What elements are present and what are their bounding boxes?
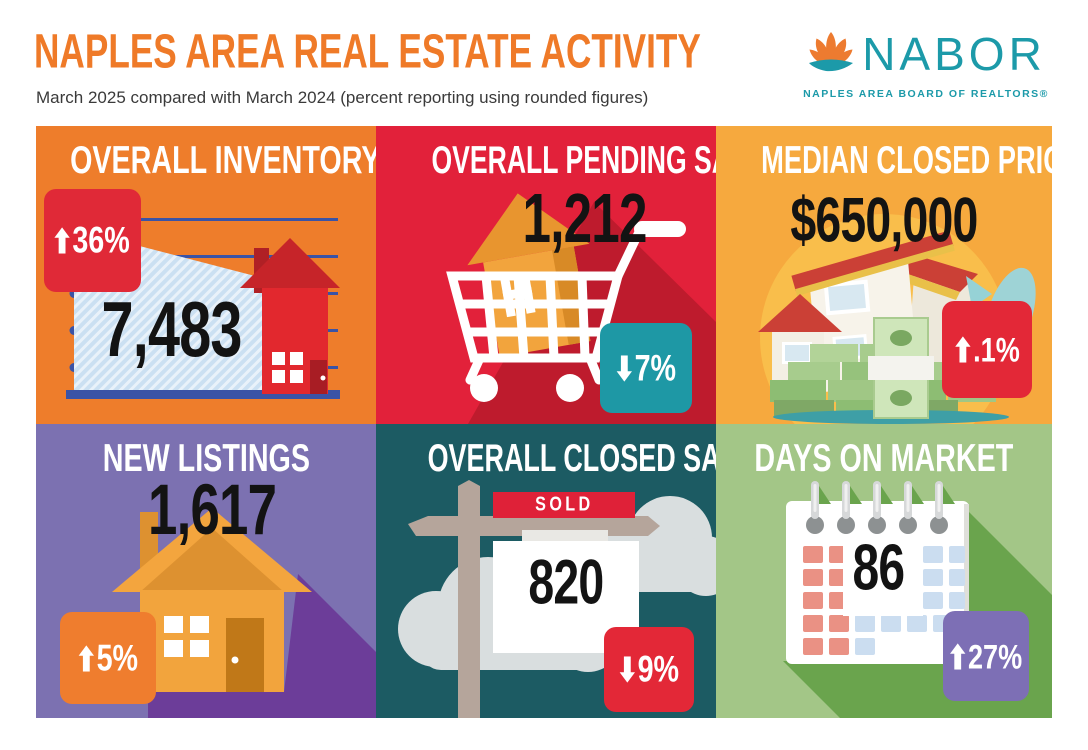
tile-value: 1,617 xyxy=(147,469,277,549)
change-badge: 36% xyxy=(44,189,141,292)
tile-value: 7,483 xyxy=(101,286,243,374)
change-arrow-icon xyxy=(616,354,632,382)
tile-title: OVERALL PENDING SALES xyxy=(431,138,716,182)
tile-overall-inventory: OVERALL INVENTORY 7,483 36% xyxy=(36,126,376,424)
change-arrow-icon xyxy=(954,336,971,363)
change-badge: 27% xyxy=(943,611,1029,701)
tile-title: NEW LISTINGS xyxy=(102,436,310,480)
tile-new-listings: NEW LISTINGS 1,617 5% xyxy=(36,424,376,718)
logo-tagline: NAPLES AREA BOARD OF REALTORS® xyxy=(803,88,1049,100)
orange-house-icon xyxy=(112,508,312,692)
change-arrow-icon xyxy=(78,644,94,672)
change-badge: .1% xyxy=(942,301,1032,398)
tile-value: 820 xyxy=(528,547,604,618)
sold-sign-icon xyxy=(408,480,660,718)
shopping-cart-icon xyxy=(446,225,681,385)
tile-title: DAYS ON MARKET xyxy=(754,436,1014,480)
tile-overall-pending-sales: OVERALL PENDING SALES 1,212 7% xyxy=(376,126,716,424)
change-badge: 7% xyxy=(600,323,692,413)
sold-sign-illustration xyxy=(398,480,716,718)
tile-median-closed-price: MEDIAN CLOSED PRICE $650,000 .1% xyxy=(716,126,1052,424)
tile-value: $650,000 xyxy=(790,185,978,256)
logo-wordmark: NABOR xyxy=(862,27,1046,80)
change-arrow-icon xyxy=(619,656,635,683)
tile-days-on-market: DAYS ON MARKET 86 27% xyxy=(716,424,1052,718)
change-badge: 5% xyxy=(60,612,156,704)
page-subtitle: March 2025 compared with March 2024 (per… xyxy=(36,88,649,107)
calendar-icon xyxy=(786,481,969,664)
sold-label: SOLD xyxy=(534,493,594,516)
tile-value: 86 xyxy=(852,531,905,604)
spiral-rings-icon xyxy=(806,481,955,534)
money-stacks-icon xyxy=(770,317,1009,424)
metric-grid: OVERALL INVENTORY 7,483 36% xyxy=(36,126,1052,718)
page-title: NAPLES AREA REAL ESTATE ACTIVITY xyxy=(34,24,701,79)
change-arrow-icon xyxy=(949,642,966,670)
tile-title: OVERALL CLOSED SALES xyxy=(427,436,716,480)
tile-value: 1,212 xyxy=(522,179,648,257)
tile-title: MEDIAN CLOSED PRICE xyxy=(761,138,1052,182)
tile-overall-closed-sales: OVERALL CLOSED SALES SOLD 820 9% xyxy=(376,424,716,718)
nabor-logo: NABOR NAPLES AREA BOARD OF REALTORS® xyxy=(792,24,1060,101)
change-arrow-icon xyxy=(54,227,71,254)
tile-title: OVERALL INVENTORY xyxy=(70,138,376,182)
scallop-shell-icon xyxy=(806,24,856,83)
change-badge: 9% xyxy=(604,627,694,712)
house-illustration xyxy=(112,508,376,718)
red-house-icon xyxy=(240,238,340,394)
